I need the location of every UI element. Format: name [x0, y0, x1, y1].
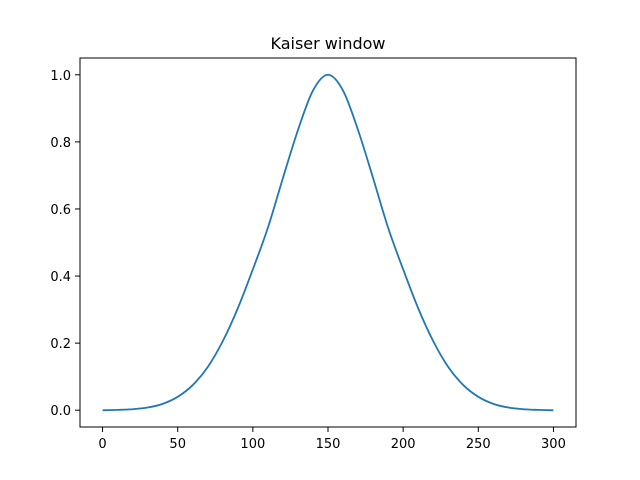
x-tick-label: 200 [391, 437, 416, 452]
y-tick-label: 0.2 [50, 337, 71, 352]
x-tick-label: 150 [316, 437, 341, 452]
plot-area-background [80, 58, 576, 427]
y-tick-label: 0.4 [50, 270, 71, 285]
y-tick-label: 0.6 [50, 203, 71, 218]
y-tick-label: 1.0 [50, 69, 71, 84]
y-tick-label: 0.8 [50, 136, 71, 151]
x-tick-label: 50 [169, 437, 186, 452]
series-line [102, 73, 554, 412]
x-tick-label: 300 [541, 437, 566, 452]
x-tick-label: 100 [240, 437, 265, 452]
x-tick-label: 250 [466, 437, 491, 452]
x-tick-label: 0 [98, 437, 106, 452]
y-tick-label: 0.0 [50, 404, 71, 419]
x-axis-ticks: 0 50 100 150 200 250 300 [98, 427, 566, 452]
series-layer [102, 73, 554, 412]
chart-title: Kaiser window [270, 34, 385, 53]
y-axis-ticks: 0.0 0.2 0.4 0.6 0.8 1.0 [50, 69, 80, 419]
